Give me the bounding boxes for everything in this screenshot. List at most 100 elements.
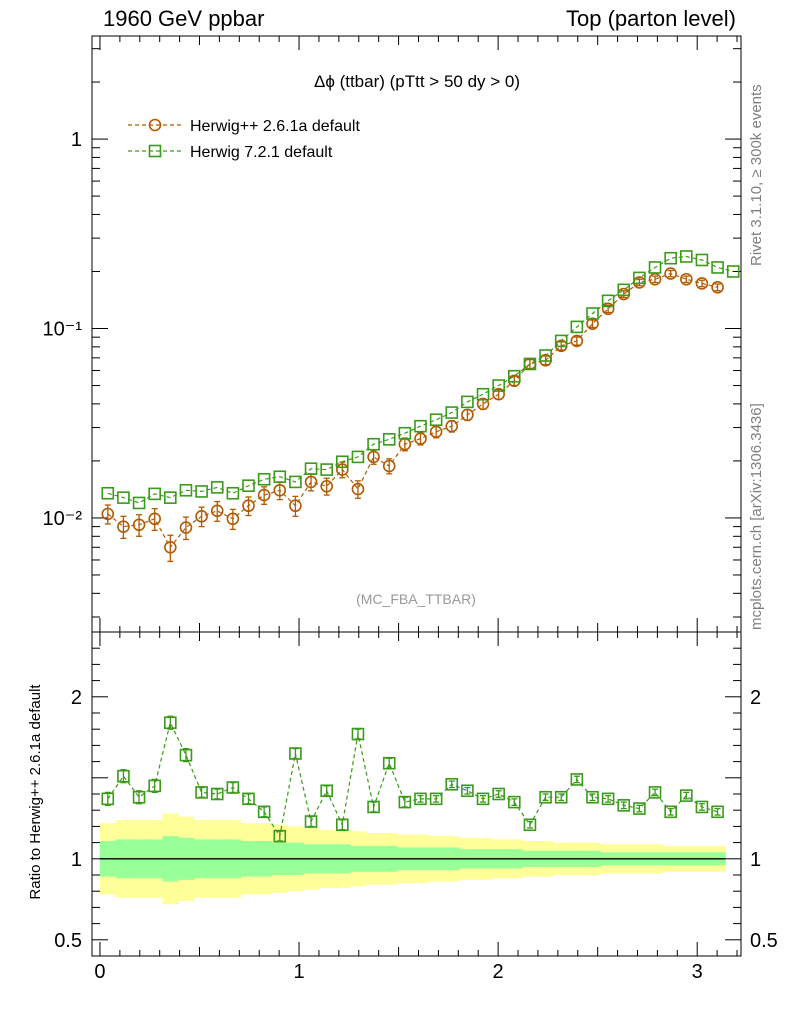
marker-square	[117, 491, 130, 504]
marker-square	[398, 426, 412, 440]
series-line	[107, 255, 734, 504]
marker-circle	[132, 518, 146, 532]
marker-square	[289, 747, 302, 760]
marker-circle	[101, 507, 115, 521]
marker-square	[101, 792, 115, 806]
legend-label: Herwig++ 2.6.1a default	[190, 118, 360, 135]
marker-square	[508, 369, 521, 383]
marker-circle	[336, 463, 349, 476]
marker-square	[508, 795, 521, 809]
marker-square	[195, 786, 208, 799]
marker-circle	[367, 450, 380, 464]
marker-square	[242, 479, 255, 492]
marker-square	[304, 462, 318, 475]
marker-circle	[492, 387, 505, 401]
marker-circle	[351, 482, 365, 496]
ratio-y-tick-label-right: 1	[750, 849, 761, 871]
marker-square	[320, 784, 333, 798]
marker-square	[523, 818, 537, 832]
main-plot: 1 10⁻¹ 10⁻² Δϕ (ttbar) (pTtt > 50 dy > 0) (M…	[43, 35, 742, 956]
marker-square	[476, 792, 490, 806]
header-left: 1960 GeV ppbar	[103, 6, 265, 31]
marker-square	[164, 716, 177, 730]
marker-square	[273, 829, 287, 843]
marker-square	[695, 253, 709, 267]
marker-square	[257, 805, 271, 819]
marker-square	[148, 779, 161, 793]
marker-square	[210, 787, 224, 801]
chart-title: Δϕ (ttbar) (pTtt > 50 dy > 0)	[314, 72, 520, 91]
ratio-y-axis-label: Ratio to Herwig++ 2.6.1a default	[27, 684, 44, 900]
marker-square	[382, 756, 396, 770]
ratio-y-tick-label: 0.5	[54, 930, 82, 952]
marker-circle	[476, 397, 490, 411]
ratio-series-line	[107, 720, 718, 838]
marker-circle	[429, 425, 443, 439]
ratio-y-tick-label: 1	[71, 849, 82, 871]
marker-square	[601, 294, 615, 308]
marker-square	[586, 307, 599, 320]
marker-square	[617, 283, 631, 297]
marker-square	[117, 769, 130, 783]
marker-circle	[148, 512, 161, 526]
ratio-y-tick-label: 2	[71, 687, 82, 709]
marker-square	[445, 406, 459, 419]
marker-square	[680, 250, 693, 263]
marker-square	[320, 463, 333, 476]
marker-circle	[210, 504, 224, 518]
legend-label: Herwig 7.2.1 default	[190, 144, 333, 161]
x-tick-label: 2	[493, 961, 504, 983]
marker-circle	[164, 540, 177, 554]
marker-circle	[382, 459, 396, 473]
marker-square	[414, 792, 427, 806]
marker-circle	[320, 479, 333, 493]
marker-square	[226, 486, 240, 500]
marker-square	[367, 800, 380, 814]
y-tick-label: 10⁻¹	[43, 319, 83, 341]
marker-square	[664, 805, 677, 819]
marker-circle	[289, 499, 302, 513]
ratio-y-tick-label-right: 2	[750, 687, 761, 709]
marker-square	[664, 251, 677, 265]
marker-square	[382, 433, 396, 446]
y-tick-label: 1	[71, 129, 82, 151]
marker-square	[257, 472, 271, 486]
marker-square	[398, 795, 412, 809]
marker-square	[570, 320, 584, 334]
marker-circle	[148, 118, 162, 132]
marker-circle	[304, 475, 318, 489]
marker-circle	[461, 408, 474, 422]
marker-square	[648, 261, 662, 274]
marker-circle	[257, 488, 271, 502]
marker-square	[492, 787, 505, 801]
marker-square	[132, 496, 146, 510]
marker-square	[476, 387, 490, 401]
marker-square	[336, 818, 349, 832]
marker-square	[351, 450, 365, 464]
marker-square	[210, 481, 224, 494]
watermark: (MC_FBA_TTBAR)	[356, 591, 476, 607]
marker-circle	[664, 267, 677, 280]
marker-square	[367, 437, 380, 451]
marker-circle	[179, 521, 193, 534]
marker-square	[617, 799, 631, 812]
marker-square	[711, 805, 724, 819]
marker-circle	[695, 277, 709, 290]
marker-square	[148, 487, 161, 501]
marker-square	[680, 789, 693, 802]
marker-square	[570, 773, 584, 786]
marker-square	[195, 485, 208, 498]
marker-circle	[117, 520, 130, 533]
ratio-y-tick-label-right: 0.5	[750, 930, 778, 952]
marker-square	[101, 486, 115, 500]
x-tick-label: 1	[293, 961, 304, 983]
marker-square	[336, 455, 349, 469]
marker-circle	[445, 419, 459, 433]
marker-circle	[680, 272, 693, 286]
marker-square	[148, 144, 162, 158]
marker-square	[414, 419, 427, 433]
marker-circle	[226, 512, 240, 526]
marker-square	[304, 815, 318, 828]
marker-circle	[570, 334, 584, 348]
